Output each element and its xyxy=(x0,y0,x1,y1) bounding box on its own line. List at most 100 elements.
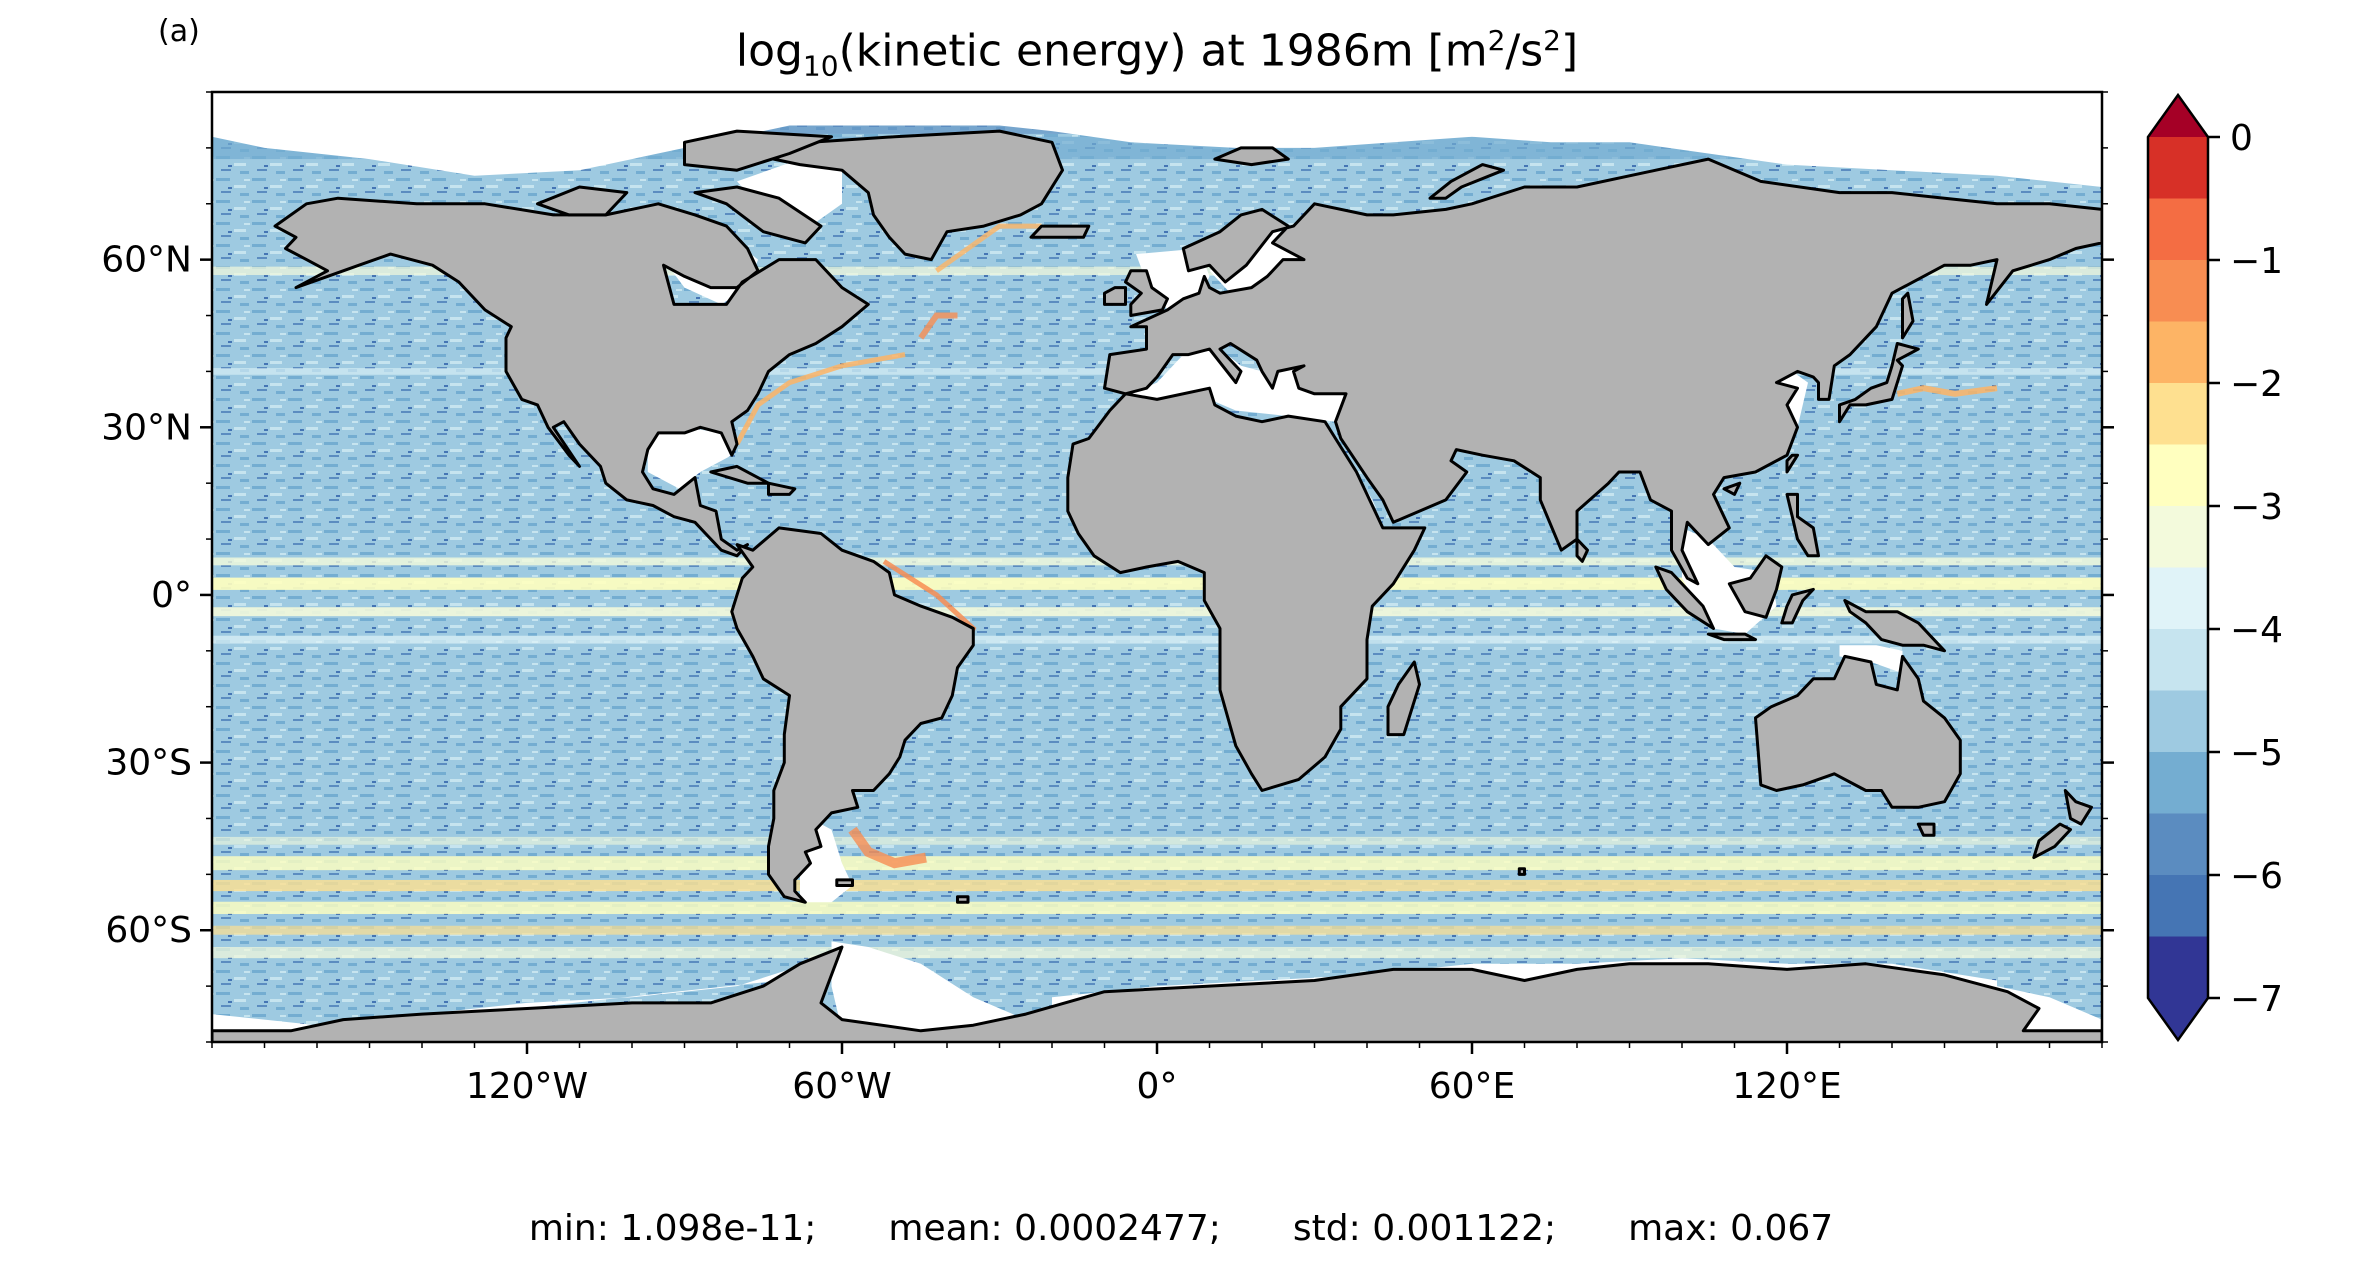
hainan xyxy=(1722,481,1742,496)
south-georgia xyxy=(956,895,970,904)
japan xyxy=(1838,342,1920,424)
title-suffix: ] xyxy=(1560,25,1579,77)
colorbar-segment xyxy=(2148,629,2208,691)
energy-band xyxy=(212,856,2102,871)
x-tick-label: 60°W xyxy=(792,1066,891,1107)
greenland xyxy=(772,129,1064,262)
new-zealand-south xyxy=(2032,822,2072,860)
north-america xyxy=(273,196,870,558)
x-tick-label: 60°E xyxy=(1429,1066,1516,1107)
energy-band xyxy=(212,925,2102,935)
gulf-of-mexico-shelf xyxy=(647,427,732,489)
y-tick-label: 30°S xyxy=(105,743,192,784)
ellesmere-island xyxy=(683,129,833,172)
baffin-region xyxy=(737,159,842,227)
malvinas-current xyxy=(848,826,927,869)
x-tick-label: 0° xyxy=(1137,1066,1178,1107)
energy-band xyxy=(212,836,2102,845)
y-axis: 60°N 30°N 0° 30°S 60°S xyxy=(101,91,2114,1043)
colorbar-segment xyxy=(2148,813,2208,875)
y-tick-label: 60°S xyxy=(105,910,192,951)
colorbar-tick-label: −7 xyxy=(2230,979,2283,1020)
antarctica xyxy=(212,945,2102,1042)
y-tick-label: 30°N xyxy=(101,407,192,448)
colorbar-extend-top xyxy=(2148,95,2208,137)
iceland xyxy=(1029,224,1091,239)
x-tick-label: 120°E xyxy=(1732,1066,1841,1107)
australia xyxy=(1754,654,1962,809)
colorbar-segment xyxy=(2148,567,2208,629)
colorbar-tick-label: −6 xyxy=(2230,856,2283,897)
eurasia xyxy=(1103,157,2102,586)
y-tick-label: 60°N xyxy=(101,240,192,281)
irminger-current xyxy=(935,223,1042,273)
north-atlantic-current xyxy=(918,312,958,340)
sri-lanka xyxy=(1575,537,1589,563)
colorbar-segment xyxy=(2148,321,2208,383)
colorbar-segment xyxy=(2148,752,2208,814)
gulf-stream xyxy=(734,352,906,446)
ireland xyxy=(1103,286,1127,306)
colorbar-segment xyxy=(2148,690,2208,752)
stat-min: min: 1.098e-11; xyxy=(528,1208,817,1249)
colorbar-tick-label: −3 xyxy=(2230,487,2283,528)
map-title: log10(kinetic energy) at 1986m [m2/s2] xyxy=(212,24,2102,82)
kerguelen xyxy=(1517,867,1526,876)
kuroshio xyxy=(1896,385,1998,397)
title-sup2: 2 xyxy=(1543,24,1561,57)
colorbar-segment xyxy=(2148,137,2208,199)
colorbar-segment xyxy=(2148,936,2208,998)
energy-band xyxy=(212,901,2102,915)
arafura-shelf xyxy=(1839,645,1903,674)
title-prefix: log xyxy=(735,25,803,77)
arctic-shelf xyxy=(212,92,2102,187)
colorbar-segment xyxy=(2148,506,2208,568)
x-tick-label: 120°W xyxy=(466,1066,588,1107)
stat-std: std: 0.001122; xyxy=(1292,1208,1557,1249)
taiwan xyxy=(1785,453,1799,474)
colorbar-segment xyxy=(2148,260,2208,322)
title-middle: (kinetic energy) at 1986m [m xyxy=(838,25,1488,77)
philippines xyxy=(1785,492,1820,558)
energy-band xyxy=(212,635,2102,644)
new-zealand-north xyxy=(2063,789,2093,826)
y-tick-label: 0° xyxy=(151,575,192,616)
stat-mean: mean: 0.0002477; xyxy=(888,1208,1221,1249)
svalbard xyxy=(1213,146,1290,167)
baffin-island xyxy=(693,185,823,245)
x-axis: 120°W 60°W 0° 60°E 120°E xyxy=(211,1042,2103,1107)
title-slash: /s xyxy=(1505,25,1544,77)
borneo xyxy=(1727,554,1784,619)
sulawesi xyxy=(1780,587,1815,625)
colorbar-segment xyxy=(2148,383,2208,445)
energy-band xyxy=(212,947,2102,959)
energy-band xyxy=(212,607,2102,617)
colorbar-segment xyxy=(2148,444,2208,506)
title-subscript: 10 xyxy=(802,49,839,83)
colorbar-tick-label: −4 xyxy=(2230,610,2283,651)
colorbar-segment xyxy=(2148,198,2208,260)
falkland-islands xyxy=(835,878,854,887)
tasmania xyxy=(1916,822,1936,837)
map-area xyxy=(212,92,2102,1042)
weddell-sea-ice xyxy=(831,941,1026,1031)
panel-label: (a) xyxy=(158,14,200,49)
new-guinea xyxy=(1843,599,1946,653)
colorbar-segment xyxy=(2148,875,2208,937)
great-britain xyxy=(1124,269,1169,317)
statistics-line: min: 1.098e-11; mean: 0.0002477; std: 0.00… xyxy=(0,1208,2362,1249)
colorbar-tick-label: −5 xyxy=(2230,733,2283,774)
novaya-zemlya xyxy=(1428,163,1505,200)
energy-band xyxy=(212,879,2102,892)
land-masses xyxy=(212,129,2102,1042)
madagascar xyxy=(1386,660,1421,737)
sumatra xyxy=(1654,565,1715,630)
colorbar-tick-label: −2 xyxy=(2230,364,2283,405)
stat-max: max: 0.067 xyxy=(1628,1208,1834,1249)
title-sup1: 2 xyxy=(1487,24,1506,57)
colorbar-tick-label: −1 xyxy=(2230,241,2283,282)
java xyxy=(1706,632,1757,642)
colorbar: 0 −1 −2 −3 −4 −5 −6 −7 xyxy=(2146,92,2283,1043)
south-america xyxy=(730,526,975,904)
